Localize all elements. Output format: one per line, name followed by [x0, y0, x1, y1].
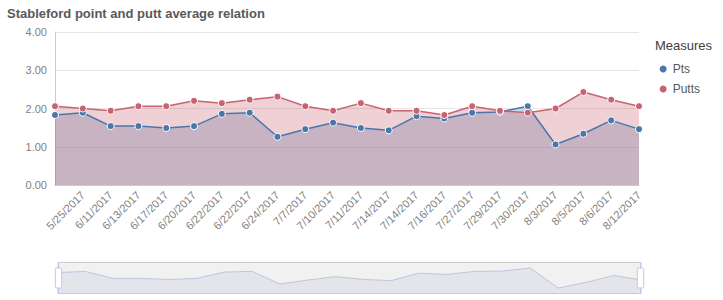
- svg-text:7/10/2017: 7/10/2017: [294, 188, 338, 232]
- svg-text:6/24/2017: 6/24/2017: [239, 189, 282, 232]
- svg-text:4.00: 4.00: [26, 26, 47, 38]
- svg-text:8/3/2017: 8/3/2017: [521, 188, 560, 228]
- svg-text:6/20/2017: 6/20/2017: [155, 188, 199, 232]
- svg-text:1.00: 1.00: [26, 141, 47, 153]
- svg-text:8/12/2017: 8/12/2017: [600, 189, 643, 232]
- svg-text:Measures: Measures: [655, 38, 713, 53]
- svg-text:7/16/2017: 7/16/2017: [405, 188, 449, 232]
- svg-text:6/11/2017: 6/11/2017: [72, 188, 115, 232]
- svg-text:7/14/2017: 7/14/2017: [349, 188, 393, 232]
- svg-text:7/7/2017: 7/7/2017: [270, 188, 310, 228]
- svg-text:6/22/2017: 6/22/2017: [183, 188, 227, 232]
- svg-text:7/29/2017: 7/29/2017: [461, 188, 505, 232]
- svg-text:5/25/2017: 5/25/2017: [44, 188, 88, 232]
- svg-text:7/30/2017: 7/30/2017: [489, 189, 532, 232]
- svg-text:7/27/2017: 7/27/2017: [433, 188, 477, 232]
- svg-text:3.00: 3.00: [26, 64, 47, 76]
- svg-text:8/5/2017: 8/5/2017: [548, 188, 588, 228]
- svg-text:6/17/2017: 6/17/2017: [127, 188, 171, 232]
- svg-text:7/14/2017: 7/14/2017: [377, 188, 421, 232]
- svg-text:8/6/2017: 8/6/2017: [576, 188, 616, 228]
- svg-text:Stableford point and putt aver: Stableford point and putt average relati…: [7, 6, 265, 21]
- svg-text:0.00: 0.00: [26, 179, 47, 191]
- svg-text:6/13/2017: 6/13/2017: [99, 188, 143, 232]
- svg-text:Putts: Putts: [673, 82, 700, 96]
- svg-text:6/22/2017: 6/22/2017: [210, 188, 254, 232]
- svg-text:7/11/2017: 7/11/2017: [322, 188, 366, 232]
- svg-text:2.00: 2.00: [26, 103, 47, 115]
- svg-text:Pts: Pts: [673, 62, 690, 76]
